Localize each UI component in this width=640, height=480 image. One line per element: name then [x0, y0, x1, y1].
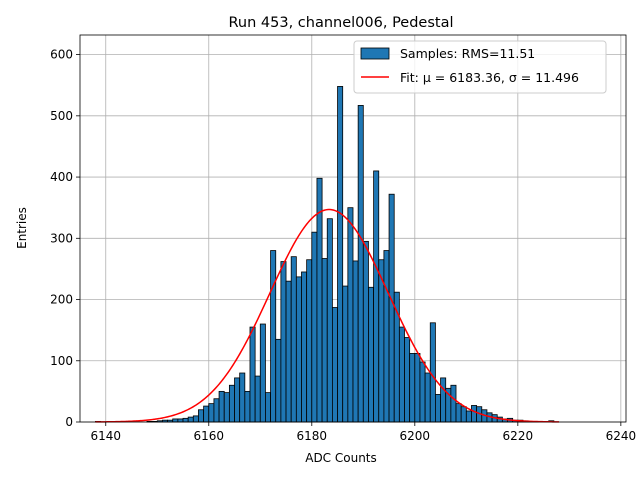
histogram-bar — [404, 337, 411, 423]
histogram-bar — [182, 417, 189, 423]
x-axis-ticks: 6140 6160 6180 6200 6220 6240 — [90, 422, 636, 443]
histogram-bar — [244, 390, 251, 423]
histogram-bar — [409, 353, 416, 423]
histogram-bar — [275, 338, 282, 423]
histogram-bar — [295, 276, 302, 423]
x-tick-label: 6220 — [503, 429, 534, 443]
x-tick-label: 6200 — [400, 429, 431, 443]
y-tick-label: 600 — [50, 48, 73, 62]
histogram-bar — [465, 410, 472, 423]
histogram-bar — [326, 218, 333, 423]
histogram-bar — [368, 286, 375, 423]
y-tick-label: 200 — [50, 293, 73, 307]
chart-title: Run 453, channel006, Pedestal — [228, 15, 453, 31]
histogram-bar — [347, 207, 354, 423]
histogram-bar — [362, 240, 369, 423]
histogram-bar — [285, 280, 292, 423]
histogram-bar — [388, 193, 395, 423]
histogram-bar — [321, 258, 328, 423]
histogram-bar — [414, 353, 421, 423]
y-tick-label: 400 — [50, 170, 73, 184]
x-tick-label: 6140 — [90, 429, 121, 443]
histogram-bar — [198, 409, 205, 423]
legend-fit-label: Fit: μ = 6183.36, σ = 11.496 — [400, 70, 579, 85]
histogram-bar — [187, 416, 194, 423]
gaussian-fit-curve — [95, 208, 560, 423]
histogram-bar — [455, 403, 462, 423]
x-axis-label: ADC Counts — [305, 451, 377, 465]
histogram-bar — [259, 323, 266, 423]
histogram-bars — [95, 86, 555, 423]
histogram-bar — [373, 170, 380, 423]
histogram-bar — [352, 260, 359, 423]
legend-box — [353, 40, 607, 94]
y-tick-label: 100 — [50, 354, 73, 368]
histogram-bar — [239, 372, 246, 423]
histogram-bar — [218, 390, 225, 423]
histogram-bar — [192, 415, 199, 423]
x-tick-label: 6160 — [194, 429, 225, 443]
legend: Samples: RMS=11.51 Fit: μ = 6183.36, σ =… — [353, 40, 607, 94]
histogram-bar — [208, 403, 215, 423]
histogram-bar — [249, 326, 256, 423]
histogram-bar — [378, 259, 385, 423]
axes-frame — [79, 34, 627, 423]
histogram-bar — [429, 322, 436, 423]
histogram-bar — [228, 384, 235, 423]
histogram-bar — [460, 406, 467, 423]
histogram-bar — [424, 372, 431, 423]
histogram-bar — [223, 392, 230, 423]
y-tick-label: 0 — [65, 415, 73, 429]
histogram-bar — [290, 256, 297, 423]
histogram-bar — [331, 307, 338, 423]
histogram-bar — [265, 392, 271, 423]
x-tick-label: 6240 — [606, 429, 637, 443]
histogram-bar — [177, 418, 184, 423]
histogram-bar — [435, 394, 441, 423]
y-axis-ticks: 0 100 200 300 400 500 600 — [50, 48, 80, 429]
histogram-bar — [234, 377, 241, 423]
histogram-bar — [337, 86, 344, 423]
histogram-bar — [270, 250, 277, 423]
histogram-bar — [254, 375, 261, 423]
y-axis-label: Entries — [15, 207, 29, 249]
histogram-bar — [342, 285, 349, 423]
histogram-bar — [280, 261, 287, 423]
histogram-bar — [172, 418, 179, 423]
histogram-bar — [450, 384, 457, 423]
y-tick-label: 500 — [50, 109, 73, 123]
histogram-bar — [398, 326, 405, 423]
legend-samples-patch — [360, 47, 390, 60]
histogram-bar — [471, 405, 478, 423]
x-tick-label: 6180 — [297, 429, 328, 443]
histogram-bar — [301, 271, 308, 423]
histogram-bar — [311, 231, 318, 423]
histogram-bar — [357, 105, 364, 423]
legend-samples-label: Samples: RMS=11.51 — [400, 46, 535, 61]
histogram-bar — [419, 361, 426, 423]
histogram-bar — [213, 398, 220, 423]
y-tick-label: 300 — [50, 231, 73, 245]
histogram-bar — [440, 377, 447, 423]
histogram-bar — [306, 259, 313, 423]
histogram-bar — [383, 250, 390, 423]
histogram-bar — [203, 405, 210, 423]
histogram-bar — [316, 177, 323, 423]
